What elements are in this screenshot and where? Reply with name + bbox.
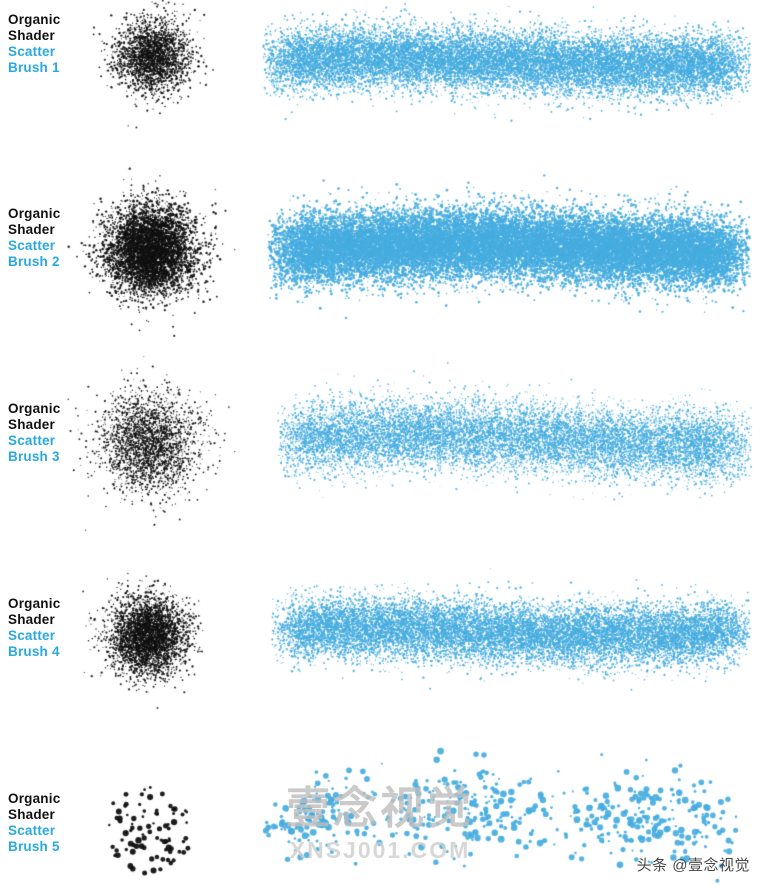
label-line: Shader [8, 222, 55, 237]
label-line: Brush 5 [8, 839, 60, 854]
label-line: Organic [8, 401, 61, 416]
label-line: Organic [8, 12, 61, 27]
label-line: Organic [8, 791, 61, 806]
brush-2-label: Organic Shader Scatter Brush 2 [8, 206, 60, 270]
label-line: Brush 1 [8, 60, 60, 75]
label-line: Brush 2 [8, 254, 60, 269]
credit-line: 头条 @壹念视觉 [636, 857, 750, 874]
label-line: Scatter [8, 628, 56, 643]
brush-4-label: Organic Shader Scatter Brush 4 [8, 596, 60, 660]
label-line: Scatter [8, 433, 56, 448]
brush-3-label: Organic Shader Scatter Brush 3 [8, 401, 60, 465]
brush-5-label: Organic Shader Scatter Brush 5 [8, 791, 60, 855]
label-line: Shader [8, 612, 55, 627]
label-line: Shader [8, 28, 55, 43]
watermark-title: 壹念视觉 [286, 784, 474, 833]
label-line: Scatter [8, 238, 56, 253]
label-line: Brush 3 [8, 449, 60, 464]
label-line: Organic [8, 206, 61, 221]
watermark: 壹念视觉 XNSJ001.COM [280, 784, 480, 864]
label-line: Shader [8, 417, 55, 432]
brush-1-label: Organic Shader Scatter Brush 1 [8, 12, 60, 76]
label-line: Shader [8, 807, 55, 822]
label-line: Scatter [8, 44, 56, 59]
watermark-domain: XNSJ001.COM [289, 837, 471, 864]
label-line: Brush 4 [8, 644, 60, 659]
label-line: Organic [8, 596, 61, 611]
label-line: Scatter [8, 823, 56, 838]
